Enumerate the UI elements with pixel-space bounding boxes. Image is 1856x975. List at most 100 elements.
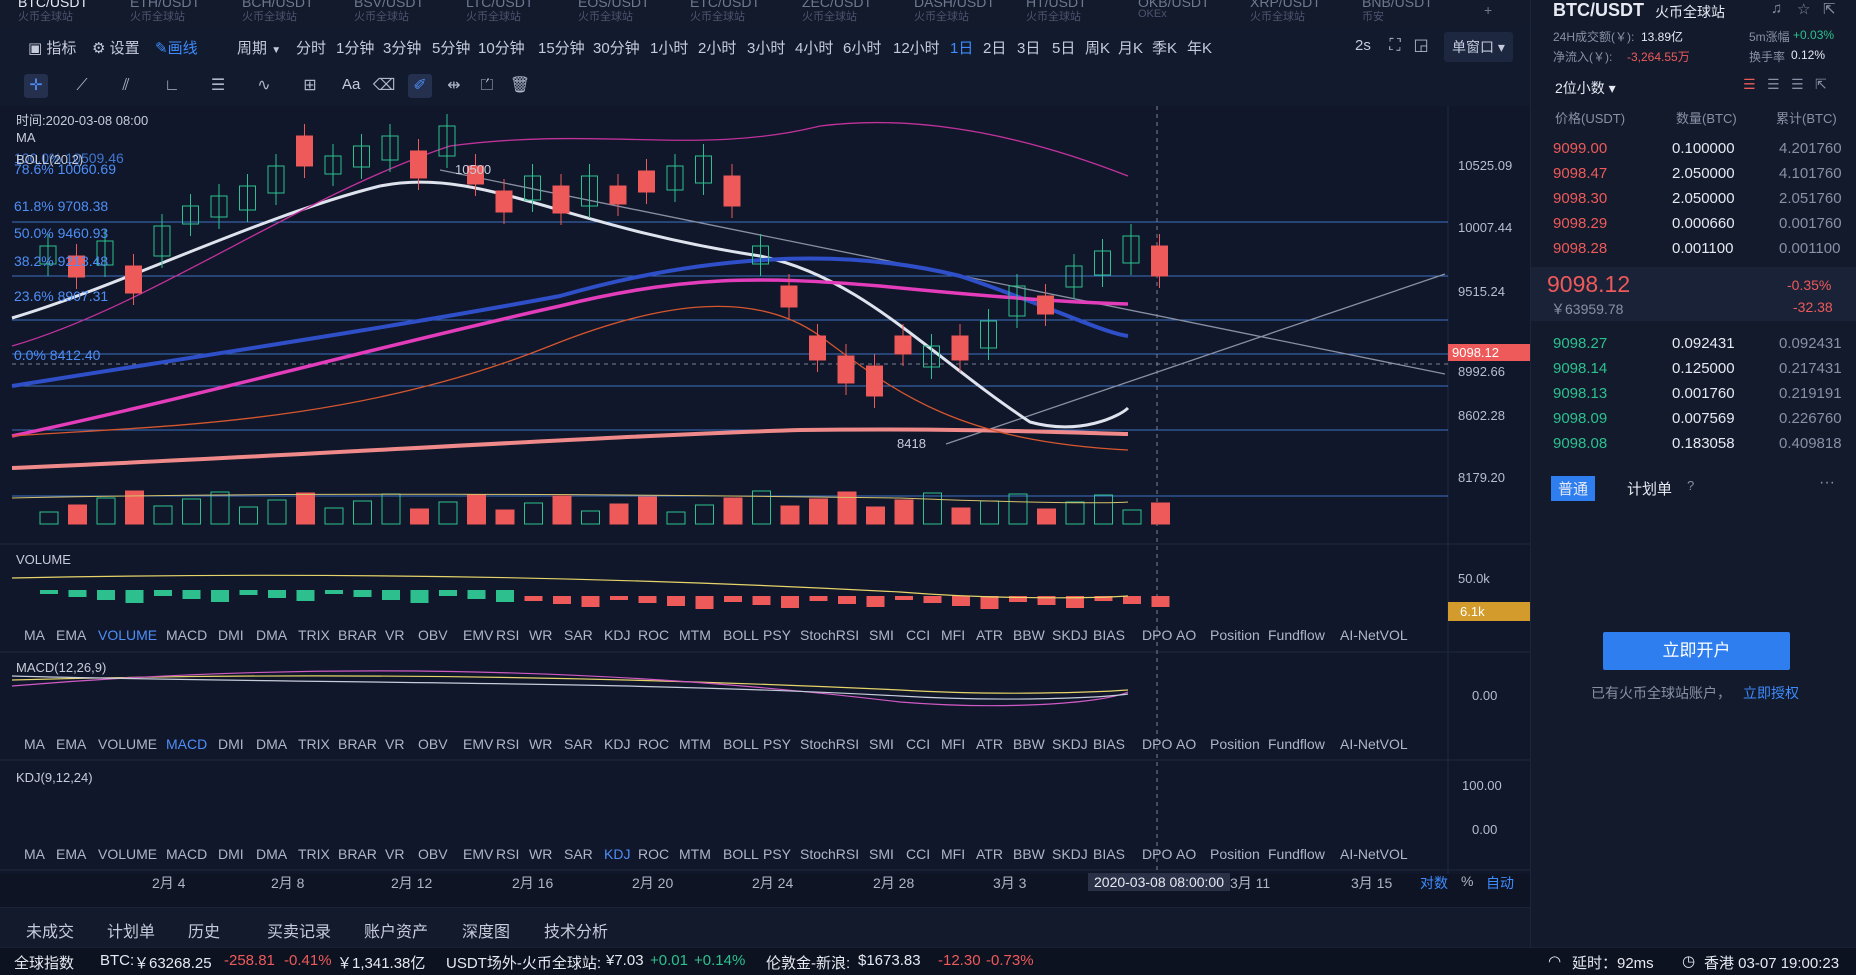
indicator-option[interactable]: MACD	[166, 627, 208, 643]
indicator-option[interactable]: MTM	[679, 736, 711, 752]
depth-settings-icon[interactable]: ⇱	[1815, 76, 1827, 92]
order-book-row[interactable]: 9098.14 0.125000 0.217431	[1531, 357, 1856, 381]
interval-option[interactable]: 4小时	[795, 40, 834, 57]
indicator-button[interactable]: ▣ 指标	[28, 40, 77, 57]
pair-tab[interactable]: XRP/USDT 火币全球站	[1250, 0, 1321, 24]
indicator-option[interactable]: ATR	[976, 627, 1003, 643]
indicator-option[interactable]: PSY	[763, 736, 792, 752]
indicator-option[interactable]: EMV	[463, 627, 494, 643]
order-book-row[interactable]: 9098.28 0.001100 0.001100	[1531, 237, 1856, 261]
indicator-option[interactable]: BOLL	[723, 627, 759, 643]
interval-option[interactable]: 季K	[1152, 40, 1178, 57]
indicator-option[interactable]: EMA	[56, 846, 87, 862]
pair-tab[interactable]: DASH/USDT 火币全球站	[914, 0, 995, 24]
indicator-option[interactable]: StochRSI	[800, 736, 860, 752]
indicator-option[interactable]: MA	[24, 846, 45, 862]
authorize-link[interactable]: 立即授权	[1743, 685, 1799, 701]
indicator-option[interactable]: DPO	[1142, 736, 1173, 752]
indicator-option[interactable]: MTM	[679, 846, 711, 862]
indicator-option[interactable]: SKDJ	[1052, 736, 1088, 752]
indicator-option[interactable]: WR	[529, 846, 553, 862]
indicator-option[interactable]: MA	[24, 736, 45, 752]
indicator-option[interactable]: BBW	[1013, 736, 1045, 752]
interval-option[interactable]: 周K	[1085, 40, 1111, 57]
interval-option[interactable]: 年K	[1187, 40, 1213, 57]
indicator-option[interactable]: AI-NetVOL	[1340, 736, 1408, 752]
decimals-dropdown[interactable]: 2位小数 ▾	[1555, 80, 1616, 96]
indicator-option[interactable]: CCI	[906, 627, 931, 643]
bottom-tab[interactable]: 未成交	[26, 924, 75, 941]
crosshair-icon[interactable]: ✛	[24, 74, 48, 98]
indicator-option[interactable]: BIAS	[1093, 736, 1125, 752]
order-book-row[interactable]: 9098.13 0.001760 0.219191	[1531, 382, 1856, 406]
open-account-button[interactable]: 立即开户	[1603, 632, 1790, 670]
order-book-row[interactable]: 9098.47 2.050000 4.101760	[1531, 162, 1856, 186]
interval-option[interactable]: 1小时	[650, 40, 689, 57]
bottom-tab[interactable]: 历史	[188, 924, 221, 941]
indicator-option[interactable]: BOLL	[723, 736, 759, 752]
indicator-option[interactable]: WR	[529, 627, 553, 643]
interval-option[interactable]: 12小时	[893, 40, 940, 57]
indicator-option[interactable]: OBV	[418, 627, 448, 643]
candlestick-chart[interactable]	[0, 106, 1530, 874]
indicator-option[interactable]: MFI	[941, 627, 966, 643]
indicator-option[interactable]: DMI	[218, 627, 244, 643]
indicator-option[interactable]: OBV	[418, 846, 448, 862]
order-book-row[interactable]: 9098.09 0.007569 0.226760	[1531, 407, 1856, 431]
auto-scale-toggle[interactable]: 自动	[1486, 875, 1514, 891]
help-icon[interactable]: ?	[1687, 478, 1695, 493]
indicator-option[interactable]: ATR	[976, 736, 1003, 752]
indicator-option[interactable]: SAR	[564, 627, 593, 643]
indicator-option[interactable]: DPO	[1142, 627, 1173, 643]
indicator-option[interactable]: Position	[1210, 627, 1260, 643]
order-book-row[interactable]: 9099.00 0.100000 4.201760	[1531, 137, 1856, 161]
indicator-option[interactable]: EMA	[56, 627, 87, 643]
indicator-option[interactable]: DMA	[256, 627, 288, 643]
indicator-option[interactable]: DMI	[218, 736, 244, 752]
indicator-option[interactable]: KDJ	[604, 736, 631, 752]
indicator-option[interactable]: MACD	[166, 846, 208, 862]
indicator-option[interactable]: ROC	[638, 736, 670, 752]
fullscreen-icon[interactable]: ⛶	[1389, 37, 1401, 54]
magnet-icon[interactable]: ✐	[408, 74, 432, 98]
indicator-option[interactable]: VOLUME	[98, 627, 158, 643]
interval-option[interactable]: 2日	[983, 40, 1007, 57]
lock-icon[interactable]: ⏍	[480, 77, 494, 94]
indicator-option[interactable]: Position	[1210, 846, 1260, 862]
indicator-option[interactable]: AI-NetVOL	[1340, 627, 1408, 643]
trendline-icon[interactable]: ⟋	[76, 77, 88, 94]
indicator-option[interactable]: ROC	[638, 846, 670, 862]
indicator-option[interactable]: BRAR	[338, 846, 377, 862]
indicator-option[interactable]: MFI	[941, 736, 966, 752]
indicator-option[interactable]: EMA	[56, 736, 87, 752]
tab-normal-order[interactable]: 普通	[1551, 476, 1596, 501]
grid-icon[interactable]: ⊞	[303, 77, 317, 94]
indicator-option[interactable]: StochRSI	[800, 627, 860, 643]
horizontal-lines-icon[interactable]: ☰	[210, 77, 226, 94]
depth-asks-icon[interactable]: ☰	[1791, 76, 1804, 92]
bottom-tab[interactable]: 买卖记录	[267, 924, 332, 941]
indicator-option[interactable]: MA	[24, 627, 45, 643]
indicator-option[interactable]: BIAS	[1093, 846, 1125, 862]
indicator-option[interactable]: BRAR	[338, 627, 377, 643]
indicator-option[interactable]: ROC	[638, 627, 670, 643]
indicator-option[interactable]: DMA	[256, 846, 288, 862]
settings-button[interactable]: ⚙ 设置	[92, 40, 140, 57]
interval-option[interactable]: 15分钟	[538, 40, 585, 57]
indicator-option[interactable]: EMV	[463, 736, 494, 752]
indicator-option[interactable]: VR	[385, 627, 405, 643]
tab-plan-order[interactable]: 计划单	[1627, 481, 1673, 498]
pair-tab[interactable]: BCH/USDT 火币全球站	[242, 0, 314, 24]
draw-button[interactable]: ✎画线	[155, 40, 198, 57]
indicator-option[interactable]: ATR	[976, 846, 1003, 862]
indicator-option[interactable]: SMI	[869, 846, 894, 862]
indicator-option[interactable]: RSI	[496, 736, 520, 752]
interval-option[interactable]: 10分钟	[478, 40, 525, 57]
indicator-option[interactable]: MTM	[679, 627, 711, 643]
indicator-option[interactable]: DPO	[1142, 846, 1173, 862]
indicator-option[interactable]: RSI	[496, 846, 520, 862]
measure-icon[interactable]: ⇹	[447, 77, 461, 94]
screenshot-icon[interactable]: ◲	[1413, 37, 1429, 54]
bottom-tab[interactable]: 账户资产	[364, 924, 429, 941]
pair-tab[interactable]: LTC/USDT 火币全球站	[466, 0, 533, 24]
